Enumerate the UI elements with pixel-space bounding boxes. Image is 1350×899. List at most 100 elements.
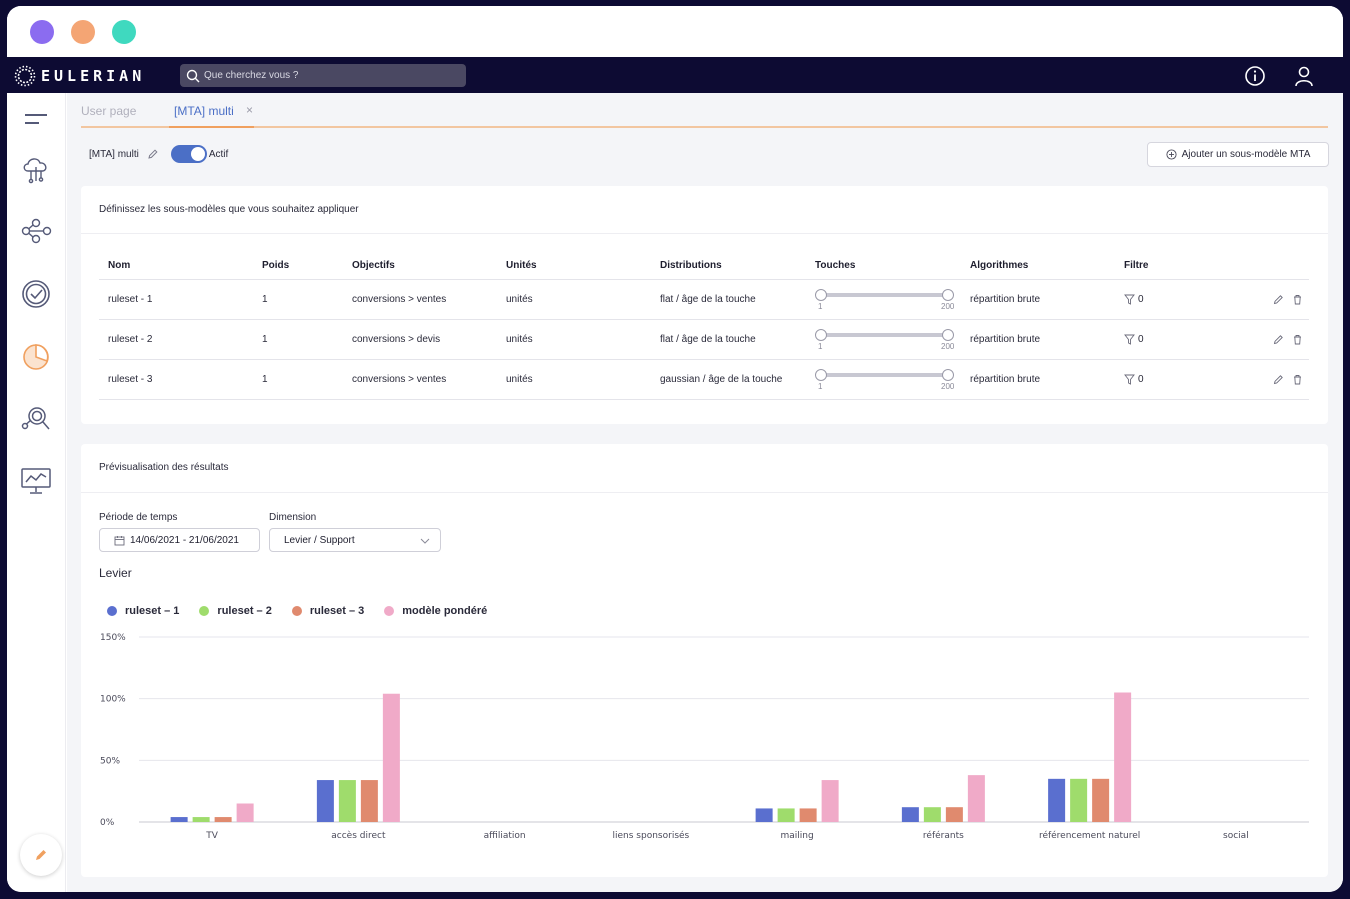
slider-track bbox=[820, 293, 944, 297]
legend-item[interactable]: ruleset – 2 bbox=[199, 605, 272, 617]
chart-bar bbox=[192, 817, 210, 822]
edit-name-icon[interactable] bbox=[147, 148, 159, 160]
cell-objective: conversions > devis bbox=[343, 319, 497, 360]
touches-range-slider[interactable]: 1 200 bbox=[815, 366, 954, 392]
x-tick-label: accès direct bbox=[331, 830, 386, 841]
user-icon[interactable] bbox=[1293, 65, 1315, 87]
trash-icon[interactable] bbox=[1292, 334, 1303, 345]
edit-fab-button[interactable] bbox=[20, 834, 62, 876]
chart-bar bbox=[755, 808, 773, 822]
close-tab-icon[interactable]: × bbox=[246, 103, 254, 117]
chart-heading: Levier bbox=[99, 566, 132, 580]
col-header-unites: Unités bbox=[497, 252, 651, 280]
x-tick-label: affiliation bbox=[484, 831, 526, 841]
eulerian-logo-icon bbox=[14, 65, 36, 87]
touches-range-slider[interactable]: 1 200 bbox=[815, 286, 954, 312]
touches-range-slider[interactable]: 1 200 bbox=[815, 326, 954, 352]
tab-user-page[interactable]: User page bbox=[81, 104, 137, 118]
info-icon[interactable] bbox=[1244, 65, 1266, 87]
chart-bar bbox=[799, 808, 817, 822]
x-tick-label: référants bbox=[923, 830, 964, 841]
slider-min-handle[interactable] bbox=[815, 329, 827, 341]
search-input[interactable] bbox=[204, 70, 454, 81]
trash-icon[interactable] bbox=[1292, 294, 1303, 305]
search-icon bbox=[186, 69, 200, 82]
slider-max-label: 200 bbox=[941, 302, 955, 311]
legend-item[interactable]: modèle pondéré bbox=[384, 605, 487, 617]
x-tick-label: social bbox=[1223, 831, 1249, 841]
close-window-dot[interactable] bbox=[30, 20, 54, 44]
legend-label: modèle pondéré bbox=[402, 605, 488, 617]
chevron-down-icon bbox=[420, 538, 430, 544]
submodels-card: Définissez les sous-modèles que vous sou… bbox=[81, 186, 1328, 424]
period-value: 14/06/2021 - 21/06/2021 bbox=[130, 534, 239, 546]
brand-logo[interactable]: EULERIAN bbox=[14, 65, 145, 87]
active-tab-indicator bbox=[169, 126, 254, 128]
search-analysis-icon[interactable] bbox=[18, 401, 54, 437]
slider-max-handle[interactable] bbox=[942, 329, 954, 341]
pie-chart-icon[interactable] bbox=[18, 338, 54, 374]
menu-icon[interactable] bbox=[18, 101, 54, 137]
chart-bar bbox=[360, 780, 378, 822]
legend-item[interactable]: ruleset – 3 bbox=[291, 605, 364, 617]
cell-algorithm: répartition brute bbox=[961, 279, 1115, 320]
cell-filter: 0 bbox=[1115, 359, 1185, 400]
active-toggle[interactable] bbox=[170, 145, 207, 163]
trash-icon[interactable] bbox=[1292, 374, 1303, 385]
table-row: ruleset - 1 1 conversions > ventes unité… bbox=[99, 279, 1309, 320]
chart-bar bbox=[316, 780, 334, 822]
chart-bar bbox=[945, 807, 963, 822]
main-content: User page [MTA] multi × [MTA] multi Acti… bbox=[67, 93, 1343, 892]
filter-icon[interactable] bbox=[1124, 374, 1135, 385]
chart-bar bbox=[1114, 692, 1132, 822]
tab-bar: User page [MTA] multi × bbox=[81, 93, 1328, 128]
cloud-data-icon[interactable] bbox=[18, 151, 54, 187]
global-search[interactable] bbox=[180, 64, 466, 87]
edit-icon[interactable] bbox=[1273, 294, 1284, 305]
cell-touches: 1 200 bbox=[806, 359, 961, 400]
table-row: ruleset - 3 1 conversions > ventes unité… bbox=[99, 359, 1309, 400]
edit-icon[interactable] bbox=[1273, 374, 1284, 385]
check-circle-icon[interactable] bbox=[18, 276, 54, 312]
slider-min-label: 1 bbox=[818, 342, 823, 351]
table-row: ruleset - 2 1 conversions > devis unités… bbox=[99, 319, 1309, 360]
legend-swatch bbox=[384, 606, 395, 616]
x-tick-label: mailing bbox=[781, 831, 814, 841]
tab-mta-multi[interactable]: [MTA] multi bbox=[174, 104, 234, 118]
col-header-algorithmes: Algorithmes bbox=[961, 252, 1115, 280]
flow-icon[interactable] bbox=[18, 213, 54, 249]
filter-icon[interactable] bbox=[1124, 334, 1135, 345]
col-header-objectifs: Objectifs bbox=[343, 252, 497, 280]
add-submodel-button[interactable]: Ajouter un sous-modèle MTA bbox=[1147, 142, 1329, 167]
period-date-picker[interactable]: 14/06/2021 - 21/06/2021 bbox=[99, 528, 260, 552]
legend-item[interactable]: ruleset – 1 bbox=[107, 605, 179, 617]
cell-touches: 1 200 bbox=[806, 319, 961, 360]
slider-min-handle[interactable] bbox=[815, 289, 827, 301]
cell-distribution: gaussian / âge de la touche bbox=[651, 359, 806, 400]
title-bar bbox=[7, 6, 1343, 57]
legend-swatch bbox=[291, 606, 302, 616]
x-tick-label: référencement naturel bbox=[1039, 830, 1140, 841]
cell-distribution: flat / âge de la touche bbox=[651, 279, 806, 320]
filter-count: 0 bbox=[1138, 333, 1144, 345]
filter-icon[interactable] bbox=[1124, 294, 1135, 305]
dimension-select[interactable]: Levier / Support bbox=[269, 528, 441, 552]
levier-bar-chart: 150% 100% 50% 0% TV accès direct affiliation li… bbox=[100, 633, 1309, 841]
edit-icon[interactable] bbox=[1273, 334, 1284, 345]
cell-unit: unités bbox=[497, 279, 651, 320]
cell-actions bbox=[1185, 279, 1309, 320]
maximize-window-dot[interactable] bbox=[112, 20, 136, 44]
minimize-window-dot[interactable] bbox=[71, 20, 95, 44]
filter-count: 0 bbox=[1138, 373, 1144, 385]
slider-max-handle[interactable] bbox=[942, 289, 954, 301]
y-tick-label: 0% bbox=[100, 818, 115, 828]
y-tick-label: 150% bbox=[100, 633, 126, 643]
cell-filter: 0 bbox=[1115, 319, 1185, 360]
cell-weight: 1 bbox=[253, 319, 343, 360]
chart-bar bbox=[967, 775, 985, 822]
slider-max-handle[interactable] bbox=[942, 369, 954, 381]
chart-bar bbox=[923, 807, 941, 822]
monitor-chart-icon[interactable] bbox=[18, 463, 54, 499]
col-header-distributions: Distributions bbox=[651, 252, 806, 280]
slider-min-handle[interactable] bbox=[815, 369, 827, 381]
